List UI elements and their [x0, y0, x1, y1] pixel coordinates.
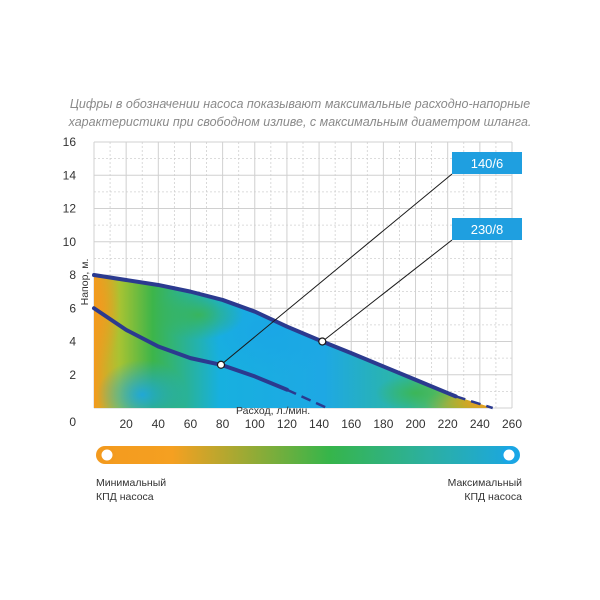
legend-min-line-1: Минимальный	[96, 477, 167, 489]
x-tick-label: 80	[216, 417, 230, 431]
efficiency-legend-bar	[96, 446, 520, 464]
callout-label-140-6: 140/6	[471, 156, 504, 171]
y-axis-ticks: 0 2 4 6 8 10 12 14 16	[63, 135, 77, 429]
x-tick-label: 40	[152, 417, 166, 431]
efficiency-zone-mid	[153, 289, 244, 340]
legend-max-line-2: КПД насоса	[464, 491, 522, 503]
x-tick-label: 140	[309, 417, 329, 431]
callout-point-230-8	[318, 337, 327, 346]
legend-min-marker	[98, 446, 116, 464]
callout-leader-140-6	[220, 173, 453, 366]
legend-max-line-1: Максимальный	[447, 477, 522, 489]
caption-line-1: Цифры в обозначении насоса показывают ма…	[69, 97, 531, 111]
legend-gradient-bar	[96, 446, 520, 464]
x-axis-label: Расход, л./мин.	[236, 405, 310, 417]
callout-leader-230-8	[321, 239, 453, 342]
legend-min-line-2: КПД насоса	[96, 491, 154, 503]
callout-point-140-6	[216, 360, 226, 369]
x-tick-label: 260	[502, 417, 522, 431]
x-tick-label: 180	[373, 417, 393, 431]
caption-line-2: характеристики при свободном изливе, с м…	[68, 115, 532, 129]
pump-curve-extension-140-6	[286, 388, 328, 410]
callout-label-230-8: 230/8	[471, 222, 504, 237]
efficiency-fill	[94, 275, 493, 408]
x-tick-label: 20	[119, 417, 133, 431]
callout-box-230-8	[452, 218, 522, 240]
pump-curve-230-8	[92, 273, 458, 399]
pump-curve-extension-230-8	[455, 395, 494, 410]
chart-caption: Цифры в обозначении насоса показывают ма…	[0, 95, 600, 131]
pump-curves	[92, 273, 494, 410]
x-tick-label: 60	[184, 417, 198, 431]
legend-min-label: Минимальный КПД насоса	[96, 476, 166, 504]
y-tick-label: 8	[69, 268, 76, 282]
y-tick-label: 16	[63, 135, 77, 149]
y-tick-label: 12	[63, 202, 77, 216]
y-tick-label: 14	[63, 168, 77, 182]
x-tick-label: 220	[438, 417, 458, 431]
legend-max-marker	[500, 446, 518, 464]
y-tick-label: 4	[69, 335, 76, 349]
y-tick-label: 10	[63, 235, 77, 249]
y-tick-label: 2	[69, 368, 76, 382]
efficiency-gradient-area	[94, 275, 493, 408]
x-tick-label: 120	[277, 417, 297, 431]
y-tick-label: 0	[69, 415, 76, 429]
callout-box-140-6	[452, 152, 522, 174]
x-axis-ticks: 20 40 60 80 100 120 140 160 180 200 220 240 260	[119, 417, 522, 431]
curve-callouts: 140/6 230/8	[216, 152, 522, 369]
efficiency-zone-high	[97, 359, 188, 408]
x-tick-label: 240	[470, 417, 490, 431]
legend-max-label: Максимальный КПД насоса	[448, 476, 522, 504]
y-axis-label: Напор, м.	[79, 259, 91, 306]
x-tick-label: 200	[406, 417, 426, 431]
y-tick-label: 6	[69, 301, 76, 315]
pump-curve-140-6	[92, 306, 289, 392]
x-tick-label: 100	[245, 417, 265, 431]
x-tick-label: 160	[341, 417, 361, 431]
